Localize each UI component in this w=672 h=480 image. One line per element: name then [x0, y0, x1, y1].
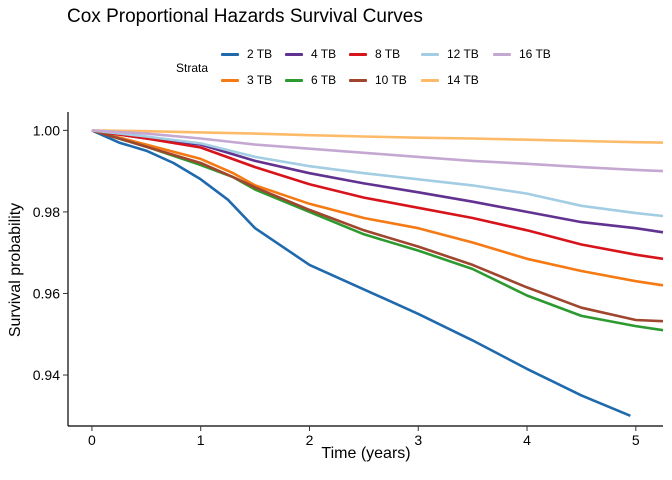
x-tick-label: 1: [197, 432, 205, 448]
legend-item-8-tb: 8 TB: [349, 47, 400, 61]
y-tick-label: 0.98: [33, 204, 60, 220]
legend-item-12-tb: 12 TB: [421, 47, 479, 61]
legend-label: 16 TB: [519, 47, 551, 61]
y-tick-label: 1.00: [33, 122, 60, 138]
legend-label: 12 TB: [447, 47, 479, 61]
legend-label: 2 TB: [247, 47, 273, 61]
legend-swatch: [285, 52, 303, 56]
legend-item-4-tb: 4 TB: [285, 47, 336, 61]
legend-swatch: [221, 52, 239, 56]
series-line-12-tb: [91, 129, 664, 218]
legend-swatch: [421, 78, 439, 82]
legend-swatch: [493, 52, 511, 56]
x-tick-label: 5: [632, 432, 640, 448]
series-line-8-tb: [91, 129, 664, 261]
y-axis-label: Survival probability: [7, 202, 24, 338]
legend-label: 3 TB: [247, 73, 273, 87]
series-line-10-tb: [91, 129, 664, 323]
legend: Strata 2 TB 4 TB 8 TB 12 TB 16 TB 3 TB 6 TB 10 …: [0, 0, 672, 100]
legend-swatch: [421, 52, 439, 56]
y-tick-label: 0.94: [33, 367, 60, 383]
legend-label: 8 TB: [375, 47, 401, 61]
legend-item-3-tb: 3 TB: [221, 73, 272, 87]
legend-swatch: [221, 78, 239, 82]
legend-item-10-tb: 10 TB: [349, 73, 407, 87]
series-line-2-tb: [91, 129, 631, 418]
legend-label: 6 TB: [311, 73, 337, 87]
x-tick-label: 3: [414, 432, 422, 448]
x-tick-label: 4: [523, 432, 531, 448]
legend-label: 4 TB: [311, 47, 337, 61]
chart-title: Cox Proportional Hazards Survival Curves: [67, 6, 423, 27]
y-tick-label: 0.96: [33, 285, 60, 301]
legend-title: Strata: [176, 61, 209, 75]
series-line-16-tb: [91, 129, 664, 173]
legend-item-16-tb: 16 TB: [493, 47, 551, 61]
series-line-4-tb: [91, 129, 664, 234]
legend-item-2-tb: 2 TB: [221, 47, 272, 61]
series-line-6-tb: [91, 129, 664, 332]
legend-item-14-tb: 14 TB: [421, 73, 479, 87]
legend-swatch: [285, 78, 303, 82]
series-layer: [91, 129, 664, 418]
x-axis-label: Time (years): [321, 445, 411, 462]
series-line-3-tb: [91, 129, 664, 287]
legend-item-6-tb: 6 TB: [285, 73, 336, 87]
axes: 0 1 2 3 4 5 0.94 0.96 0.98 1.00: [33, 112, 663, 448]
x-tick-label: 0: [88, 432, 96, 448]
legend-swatch: [349, 78, 367, 82]
legend-label: 14 TB: [447, 73, 479, 87]
legend-label: 10 TB: [375, 73, 407, 87]
series-line-14-tb: [91, 129, 664, 144]
legend-swatch: [349, 52, 367, 56]
x-tick-label: 2: [306, 432, 314, 448]
